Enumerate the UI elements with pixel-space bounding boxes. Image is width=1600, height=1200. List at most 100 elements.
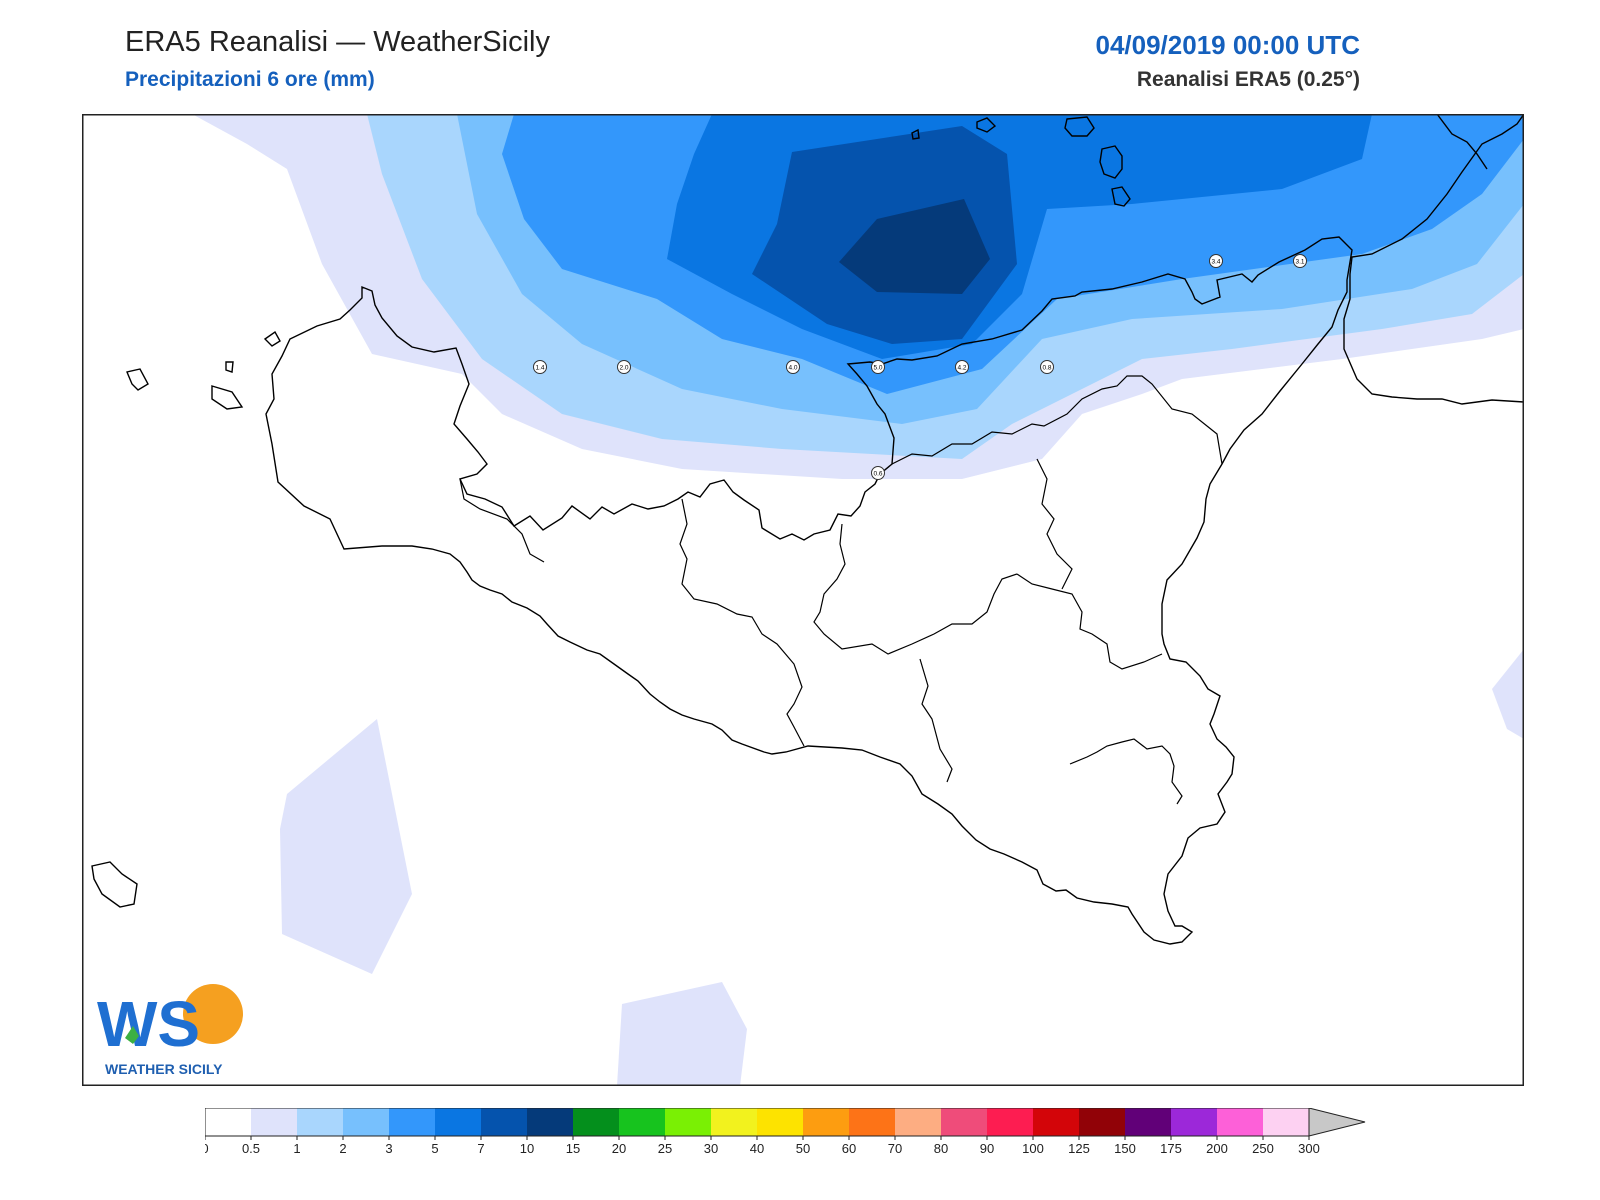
border-enna-catania — [1016, 573, 1163, 670]
station-marker: 0.8 — [1040, 360, 1054, 374]
sicily-coastline — [265, 236, 1353, 945]
precipitation-colorbar: 0 0.5 1 2 3 5 7 10 15 20 25 30 40 50 60 70 80 90 100 125 150… — [205, 1108, 1366, 1156]
colorbar-tick-label: 7 — [477, 1141, 484, 1156]
colorbar-cell — [849, 1108, 895, 1136]
colorbar-tick-label: 15 — [566, 1141, 580, 1156]
colorbar-cell — [573, 1108, 619, 1136]
colorbar-tick-label: 0.5 — [242, 1141, 260, 1156]
colorbar-tick-label: 50 — [796, 1141, 810, 1156]
station-marker: 4.2 — [955, 360, 969, 374]
colorbar-tick-label: 40 — [750, 1141, 764, 1156]
island-stromboli — [1064, 116, 1095, 137]
precipitation-map: 1.4 2.0 4.0 5.0 4.2 0.8 0.6 3.4 3.1 — [82, 114, 1524, 1086]
colorbar-tick-label: 150 — [1114, 1141, 1136, 1156]
island-favignana — [126, 368, 149, 391]
border-palermo-agrigento — [679, 498, 805, 747]
station-value: 2.0 — [619, 365, 628, 372]
map-subtitle: Precipitazioni 6 ore (mm) — [125, 68, 375, 91]
island-marettimo — [225, 361, 234, 373]
station-marker: 3.1 — [1293, 254, 1307, 268]
station-marker: 5.0 — [871, 360, 885, 374]
colorbar-cell — [987, 1108, 1033, 1136]
island-levanzo — [211, 385, 244, 410]
border-messina-catania — [891, 375, 1223, 465]
border-palermo-caltanissetta — [813, 523, 1018, 655]
colorbar-tick-label: 30 — [704, 1141, 718, 1156]
colorbar-tick-label: 300 — [1298, 1141, 1320, 1156]
station-marker: 1.4 — [533, 360, 547, 374]
colorbar-ticks: 0 0.5 1 2 3 5 7 10 15 20 25 30 40 50 60 70 80 90 100 125 150… — [205, 1136, 1320, 1156]
station-marker: 2.0 — [617, 360, 631, 374]
contour-0.5mm-east — [1492, 649, 1524, 739]
logo-mark: WS — [97, 988, 200, 1060]
station-value: 5.0 — [873, 365, 882, 372]
station-value: 3.4 — [1211, 259, 1220, 266]
colorbar-tick-label: 175 — [1160, 1141, 1182, 1156]
colorbar-cell — [1263, 1108, 1309, 1136]
colorbar-cell — [757, 1108, 803, 1136]
station-value: 0.8 — [1042, 365, 1051, 372]
station-value: 3.1 — [1295, 259, 1304, 266]
colorbar-cell — [711, 1108, 757, 1136]
colorbar-tick-label: 200 — [1206, 1141, 1228, 1156]
colorbar-cell — [1125, 1108, 1171, 1136]
station-value: 0.6 — [873, 471, 882, 478]
colorbar-cell — [343, 1108, 389, 1136]
calabria-coastline — [1343, 114, 1524, 405]
logo-sun-icon — [183, 984, 243, 1044]
colorbar-tick-label: 20 — [612, 1141, 626, 1156]
station-marker: 0.6 — [871, 466, 885, 480]
border-trapani-palermo — [459, 478, 545, 563]
station-value: 4.2 — [957, 365, 966, 372]
colorbar-tick-label: 60 — [842, 1141, 856, 1156]
colorbar-tick-label: 25 — [658, 1141, 672, 1156]
colorbar-cell — [1217, 1108, 1263, 1136]
colorbar-cell — [665, 1108, 711, 1136]
colorbar-cell — [481, 1108, 527, 1136]
logo-leaf-icon — [125, 1026, 139, 1044]
model-label: Reanalisi ERA5 (0.25°) — [1136, 68, 1360, 91]
colorbar-tick-label: 250 — [1252, 1141, 1274, 1156]
colorbar-tick-label: 0 — [205, 1141, 209, 1156]
island-pantelleria — [91, 861, 138, 908]
station-markers: 1.4 2.0 4.0 5.0 4.2 0.8 0.6 3.4 3.1 — [533, 254, 1307, 480]
logo-text: WEATHER SICILY — [105, 1061, 223, 1077]
island-vulcano — [1111, 186, 1131, 207]
colorbar-cell — [251, 1108, 297, 1136]
coastlines — [265, 114, 1524, 945]
colorbar-cell — [435, 1108, 481, 1136]
station-marker: 4.0 — [786, 360, 800, 374]
colorbar-cell — [389, 1108, 435, 1136]
colorbar-tick-label: 90 — [980, 1141, 994, 1156]
colorbar-cell — [297, 1108, 343, 1136]
colorbar-cell — [619, 1108, 665, 1136]
province-borders — [459, 375, 1223, 805]
colorbar-tick-label: 80 — [934, 1141, 948, 1156]
colorbar-cell — [803, 1108, 849, 1136]
contour-0.5mm-south-west — [280, 719, 412, 974]
valid-datetime: 04/09/2019 00:00 UTC — [1095, 30, 1360, 60]
colorbar-tick-label: 5 — [431, 1141, 438, 1156]
border-catania-siracusa — [1069, 738, 1183, 805]
station-marker: 3.4 — [1209, 254, 1223, 268]
station-value: 4.0 — [788, 365, 797, 372]
colorbar-tick-label: 100 — [1022, 1141, 1044, 1156]
island-lipari — [1099, 145, 1123, 179]
colorbar-tick-label: 10 — [520, 1141, 534, 1156]
colorbar-cells — [205, 1108, 1309, 1136]
colorbar-tick-label: 1 — [293, 1141, 300, 1156]
colorbar-cell — [941, 1108, 987, 1136]
station-value: 1.4 — [535, 365, 544, 372]
colorbar-overflow-arrow — [1308, 1108, 1366, 1137]
colorbar-tick-label: 125 — [1068, 1141, 1090, 1156]
border-caltanissetta-ragusa — [919, 658, 953, 783]
islands — [91, 116, 1131, 908]
colorbar-cell — [1171, 1108, 1217, 1136]
colorbar-tick-label: 70 — [888, 1141, 902, 1156]
colorbar-tick-label: 3 — [385, 1141, 392, 1156]
colorbar-cell — [1079, 1108, 1125, 1136]
border-enna-north — [1036, 458, 1073, 590]
calabria-north-coast — [1436, 114, 1488, 170]
contour-10mm — [839, 199, 990, 294]
colorbar-cell — [527, 1108, 573, 1136]
